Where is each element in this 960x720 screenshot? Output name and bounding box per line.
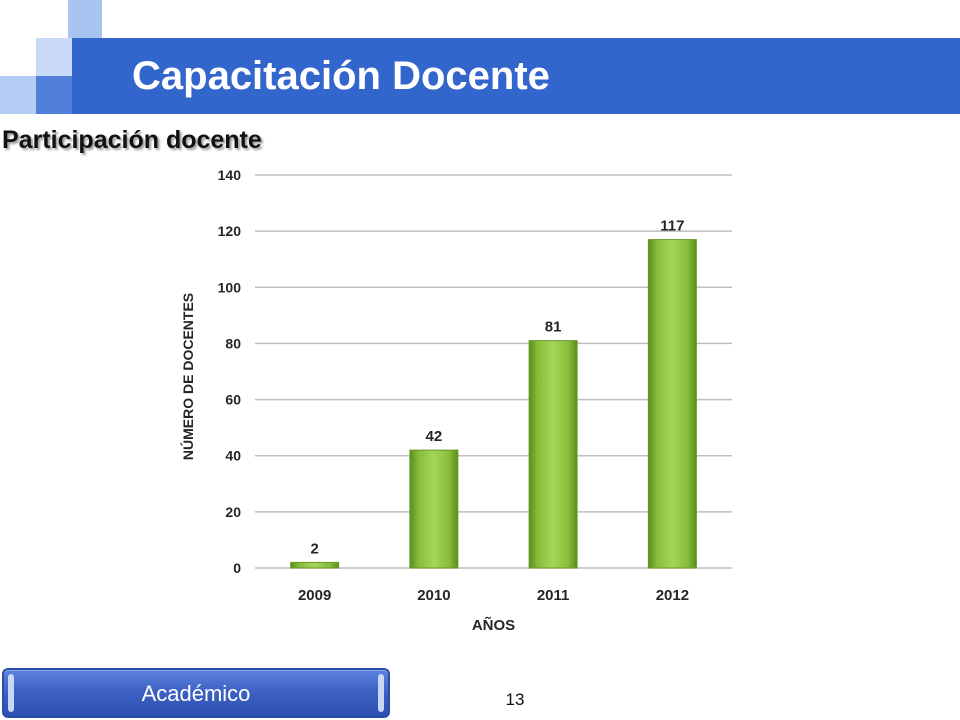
x-tick-label-2011: 2011 [537, 587, 570, 604]
bar-chart: 0 20 40 60 80 100 120 140 2 42 81 117 2009 2010 2011… [179, 167, 732, 634]
y-tick-labels: 0 20 40 60 80 100 120 140 [218, 167, 242, 576]
bar-2010 [409, 449, 459, 569]
footer-button-right-cap [378, 674, 384, 712]
y-tick-label: 60 [225, 392, 241, 408]
y-tick-label: 40 [225, 448, 241, 464]
bar-2011 [528, 340, 578, 569]
x-axis-label: AÑOS [472, 616, 515, 634]
x-tick-label-2012: 2012 [656, 587, 689, 604]
decor-square [0, 76, 36, 114]
y-axis-label: NÚMERO DE DOCENTES [179, 293, 196, 460]
bar-2012 [647, 239, 697, 569]
chart-subtitle: Participación docente [2, 126, 262, 154]
footer-academico-button[interactable]: Académico [2, 668, 390, 718]
bar-2009 [290, 561, 340, 569]
y-tick-label: 0 [233, 560, 241, 576]
y-tick-label: 20 [225, 504, 241, 520]
data-label-2011: 81 [545, 319, 562, 336]
bars: 2 42 81 117 [290, 218, 697, 569]
decor-square [36, 38, 72, 76]
y-tick-label: 140 [218, 167, 242, 183]
decor-square [36, 76, 72, 114]
y-tick-label: 100 [218, 279, 242, 295]
decor-square [68, 0, 102, 38]
title-bar [72, 38, 960, 114]
data-label-2012: 117 [660, 218, 684, 235]
data-label-2009: 2 [310, 540, 318, 557]
footer-button-left-cap [8, 674, 14, 712]
footer-button-label: Académico [141, 681, 251, 706]
page-number: 13 [505, 690, 525, 709]
y-tick-label: 80 [225, 335, 241, 351]
x-tick-labels: 2009 2010 2011 2012 [298, 587, 689, 604]
x-tick-label-2010: 2010 [417, 587, 450, 604]
page-title: Capacitación Docente [132, 54, 550, 98]
data-label-2010: 42 [426, 428, 443, 445]
y-tick-label: 120 [218, 223, 242, 239]
x-tick-label-2009: 2009 [298, 587, 331, 604]
